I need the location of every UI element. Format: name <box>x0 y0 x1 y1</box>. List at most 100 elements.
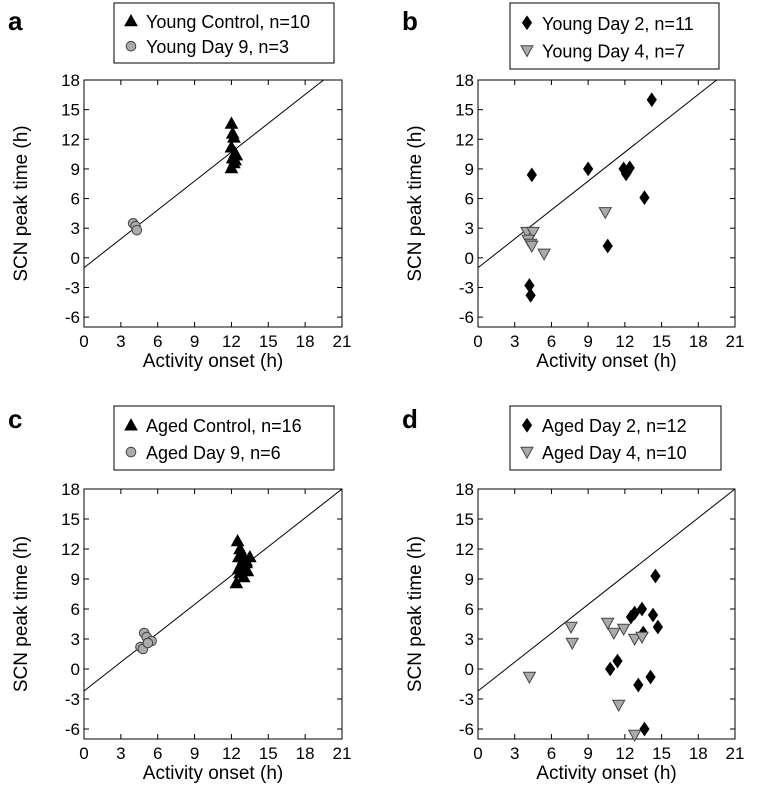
y-tick-label: 6 <box>71 190 80 209</box>
y-tick-label: 0 <box>465 660 474 679</box>
x-tick-label: 15 <box>259 332 278 351</box>
x-tick-label: 0 <box>79 744 88 763</box>
data-point <box>229 575 244 589</box>
x-tick-label: 18 <box>689 744 708 763</box>
y-tick-label: 9 <box>71 570 80 589</box>
plot-frame <box>83 79 343 328</box>
legend-box <box>509 2 720 70</box>
x-tick-label: 6 <box>547 332 556 351</box>
reference-line <box>84 80 324 269</box>
data-point <box>646 92 657 108</box>
y-axis-label: SCN peak time (h) <box>11 536 32 692</box>
y-tick-label: 15 <box>61 510 80 529</box>
x-tick-label: 21 <box>333 744 352 763</box>
chart-panel-c: 0 3 6 9 12 15 18 21 -6 -3 0 3 6 9 12 15 18 Activity onset… <box>8 404 351 784</box>
data-point <box>611 699 626 713</box>
y-tick-label: 3 <box>465 630 474 649</box>
x-tick-label: 12 <box>615 744 634 763</box>
y-tick-label: 9 <box>465 160 474 179</box>
x-tick-label: 21 <box>333 332 352 351</box>
y-tick-label: -3 <box>65 278 80 297</box>
y-axis-label: SCN peak time (h) <box>405 536 426 692</box>
y-tick-label: 12 <box>61 130 80 149</box>
chart-panel-b: 0 3 6 9 12 15 18 21 -6 -3 0 3 6 9 12 15 18 Activity onset… <box>402 2 744 372</box>
legend-box <box>113 2 335 64</box>
data-point <box>522 671 537 685</box>
x-axis-label: Activity onset (h) <box>536 763 676 784</box>
x-tick-label: 3 <box>510 744 519 763</box>
data-point <box>627 729 642 743</box>
legend-marker <box>125 446 137 458</box>
y-tick-label: 9 <box>71 160 80 179</box>
chart-panel-d: 0 3 6 9 12 15 18 21 -6 -3 0 3 6 9 12 15 18 Activity onset… <box>402 404 744 784</box>
data-point <box>142 637 154 649</box>
y-tick-label: 0 <box>71 249 80 268</box>
y-tick-label: 0 <box>465 249 474 268</box>
y-tick-label: 18 <box>455 480 474 499</box>
x-tick-label: 0 <box>473 744 482 763</box>
legend-marker <box>124 13 138 27</box>
data-point <box>537 248 551 261</box>
y-axis-label: SCN peak time (h) <box>405 125 426 281</box>
data-point <box>227 130 241 143</box>
legend-label: Aged Day 9, n=6 <box>146 443 281 463</box>
x-tick-label: 12 <box>222 332 241 351</box>
data-point <box>230 533 245 547</box>
y-tick-label: 0 <box>71 660 80 679</box>
legend: Young Day 2, n=11 Young Day 4, n=7 <box>509 2 720 70</box>
legend-label: Young Day 9, n=3 <box>146 37 289 57</box>
y-tick-label: -3 <box>459 690 474 709</box>
data-point <box>564 621 578 635</box>
legend-box <box>113 405 335 471</box>
data-point <box>650 568 661 584</box>
data-point <box>239 555 254 569</box>
y-tick-label: -6 <box>65 720 80 739</box>
data-point <box>224 116 239 129</box>
data-point <box>633 677 644 693</box>
plot-frame <box>477 79 736 328</box>
y-tick-label: 18 <box>61 480 80 499</box>
legend-label: Young Control, n=10 <box>146 12 310 32</box>
data-point <box>639 190 650 205</box>
x-tick-label: 0 <box>79 332 88 351</box>
x-tick-label: 15 <box>652 332 671 351</box>
legend-marker <box>520 446 534 460</box>
legend: Young Control, n=10 Young Day 9, n=3 <box>113 2 335 64</box>
data-point <box>224 160 239 174</box>
panel-letter: b <box>402 6 418 36</box>
data-point <box>652 619 664 635</box>
x-tick-label: 3 <box>116 744 125 763</box>
x-tick-label: 12 <box>615 332 634 351</box>
y-tick-label: 18 <box>455 71 474 90</box>
legend: Aged Day 2, n=12 Aged Day 4, n=10 <box>509 405 722 471</box>
y-tick-label: 3 <box>71 219 80 238</box>
legend-label: Aged Day 2, n=12 <box>542 416 687 436</box>
chart-panel-a: 0 3 6 9 12 15 18 21 -6 -3 0 3 6 9 12 15 18 Activity onset… <box>8 2 352 372</box>
plot-frame <box>83 488 343 740</box>
y-tick-label: 9 <box>465 570 474 589</box>
legend-label: Young Day 2, n=11 <box>542 14 694 34</box>
x-tick-label: 9 <box>190 744 199 763</box>
data-point <box>627 633 642 647</box>
y-axis-label: SCN peak time (h) <box>11 125 32 281</box>
data-point <box>606 627 621 641</box>
legend-marker <box>124 418 138 431</box>
data-point <box>616 623 631 637</box>
data-point <box>647 607 659 623</box>
data-point <box>600 617 615 631</box>
data-point <box>625 609 637 625</box>
x-tick-label: 18 <box>296 744 315 763</box>
legend-marker <box>125 40 137 52</box>
x-tick-label: 6 <box>547 744 556 763</box>
data-point <box>131 224 143 236</box>
y-tick-label: 6 <box>465 600 474 619</box>
y-tick-label: 3 <box>71 630 80 649</box>
data-point <box>565 637 580 651</box>
y-tick-label: 12 <box>455 130 474 149</box>
data-point <box>624 160 635 176</box>
y-tick-label: 18 <box>61 71 80 90</box>
data-point <box>639 721 650 737</box>
x-tick-label: 3 <box>116 332 125 351</box>
plot-frame <box>477 488 736 740</box>
data-point <box>612 653 623 669</box>
